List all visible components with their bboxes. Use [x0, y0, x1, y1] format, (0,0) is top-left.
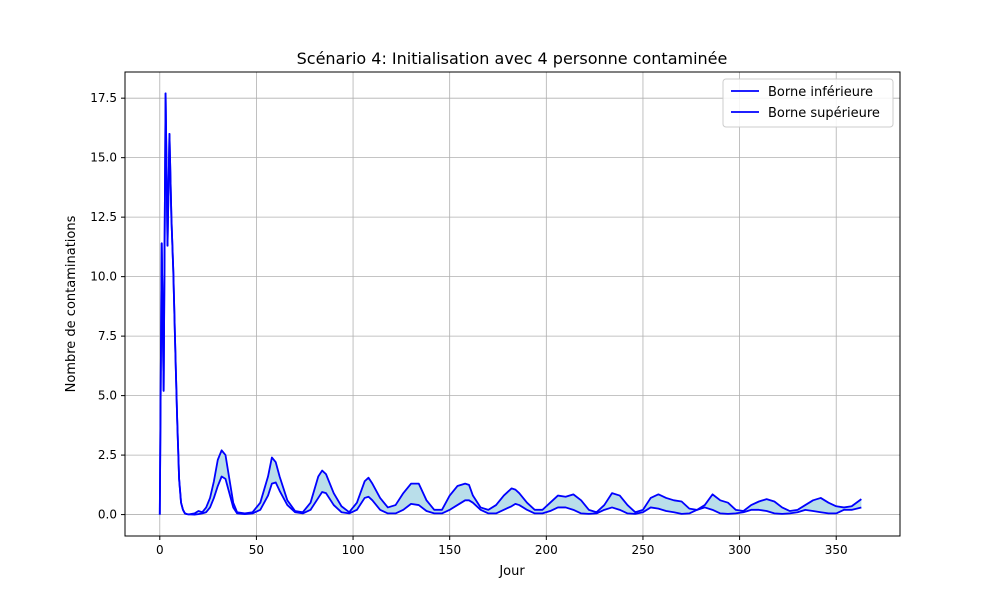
x-tick-label: 100 — [342, 543, 365, 557]
x-tick-label: 350 — [825, 543, 848, 557]
y-tick-label: 12.5 — [90, 210, 117, 224]
x-tick-label: 300 — [728, 543, 751, 557]
series-layer — [158, 92, 862, 516]
chart-title: Scénario 4: Initialisation avec 4 person… — [297, 49, 728, 68]
x-tick-label: 50 — [249, 543, 264, 557]
x-axis-ticks: 0 50 100 150 200 250 300 350 — [156, 536, 848, 557]
x-tick-label: 250 — [632, 543, 655, 557]
legend-box — [722, 78, 894, 128]
y-tick-label: 7.5 — [98, 329, 117, 343]
x-tick-label: 150 — [438, 543, 461, 557]
series-line-upper-bound — [158, 92, 862, 516]
y-tick-label: 17.5 — [90, 91, 117, 105]
x-axis-label: Jour — [498, 564, 525, 579]
x-tick-label: 200 — [535, 543, 558, 557]
plot-frame — [124, 71, 901, 537]
legend-label-upper: Borne supérieure — [768, 106, 880, 121]
y-tick-label: 2.5 — [98, 448, 117, 462]
y-axis-ticks: 0.0 2.5 5.0 7.5 10.0 12.5 15.0 17.5 — [90, 91, 125, 522]
y-axis-label: Nombre de contaminations — [64, 215, 79, 392]
y-tick-label: 15.0 — [90, 151, 117, 165]
legend-label-lower: Borne inférieure — [768, 85, 873, 100]
y-tick-label: 0.0 — [98, 508, 117, 522]
y-tick-label: 10.0 — [90, 270, 117, 284]
series-line-lower-bound — [158, 92, 862, 516]
x-tick-label: 0 — [156, 543, 164, 557]
legend: Borne inférieure Borne supérieure — [722, 78, 894, 128]
y-tick-label: 5.0 — [98, 389, 117, 403]
grid-lines — [125, 72, 900, 536]
